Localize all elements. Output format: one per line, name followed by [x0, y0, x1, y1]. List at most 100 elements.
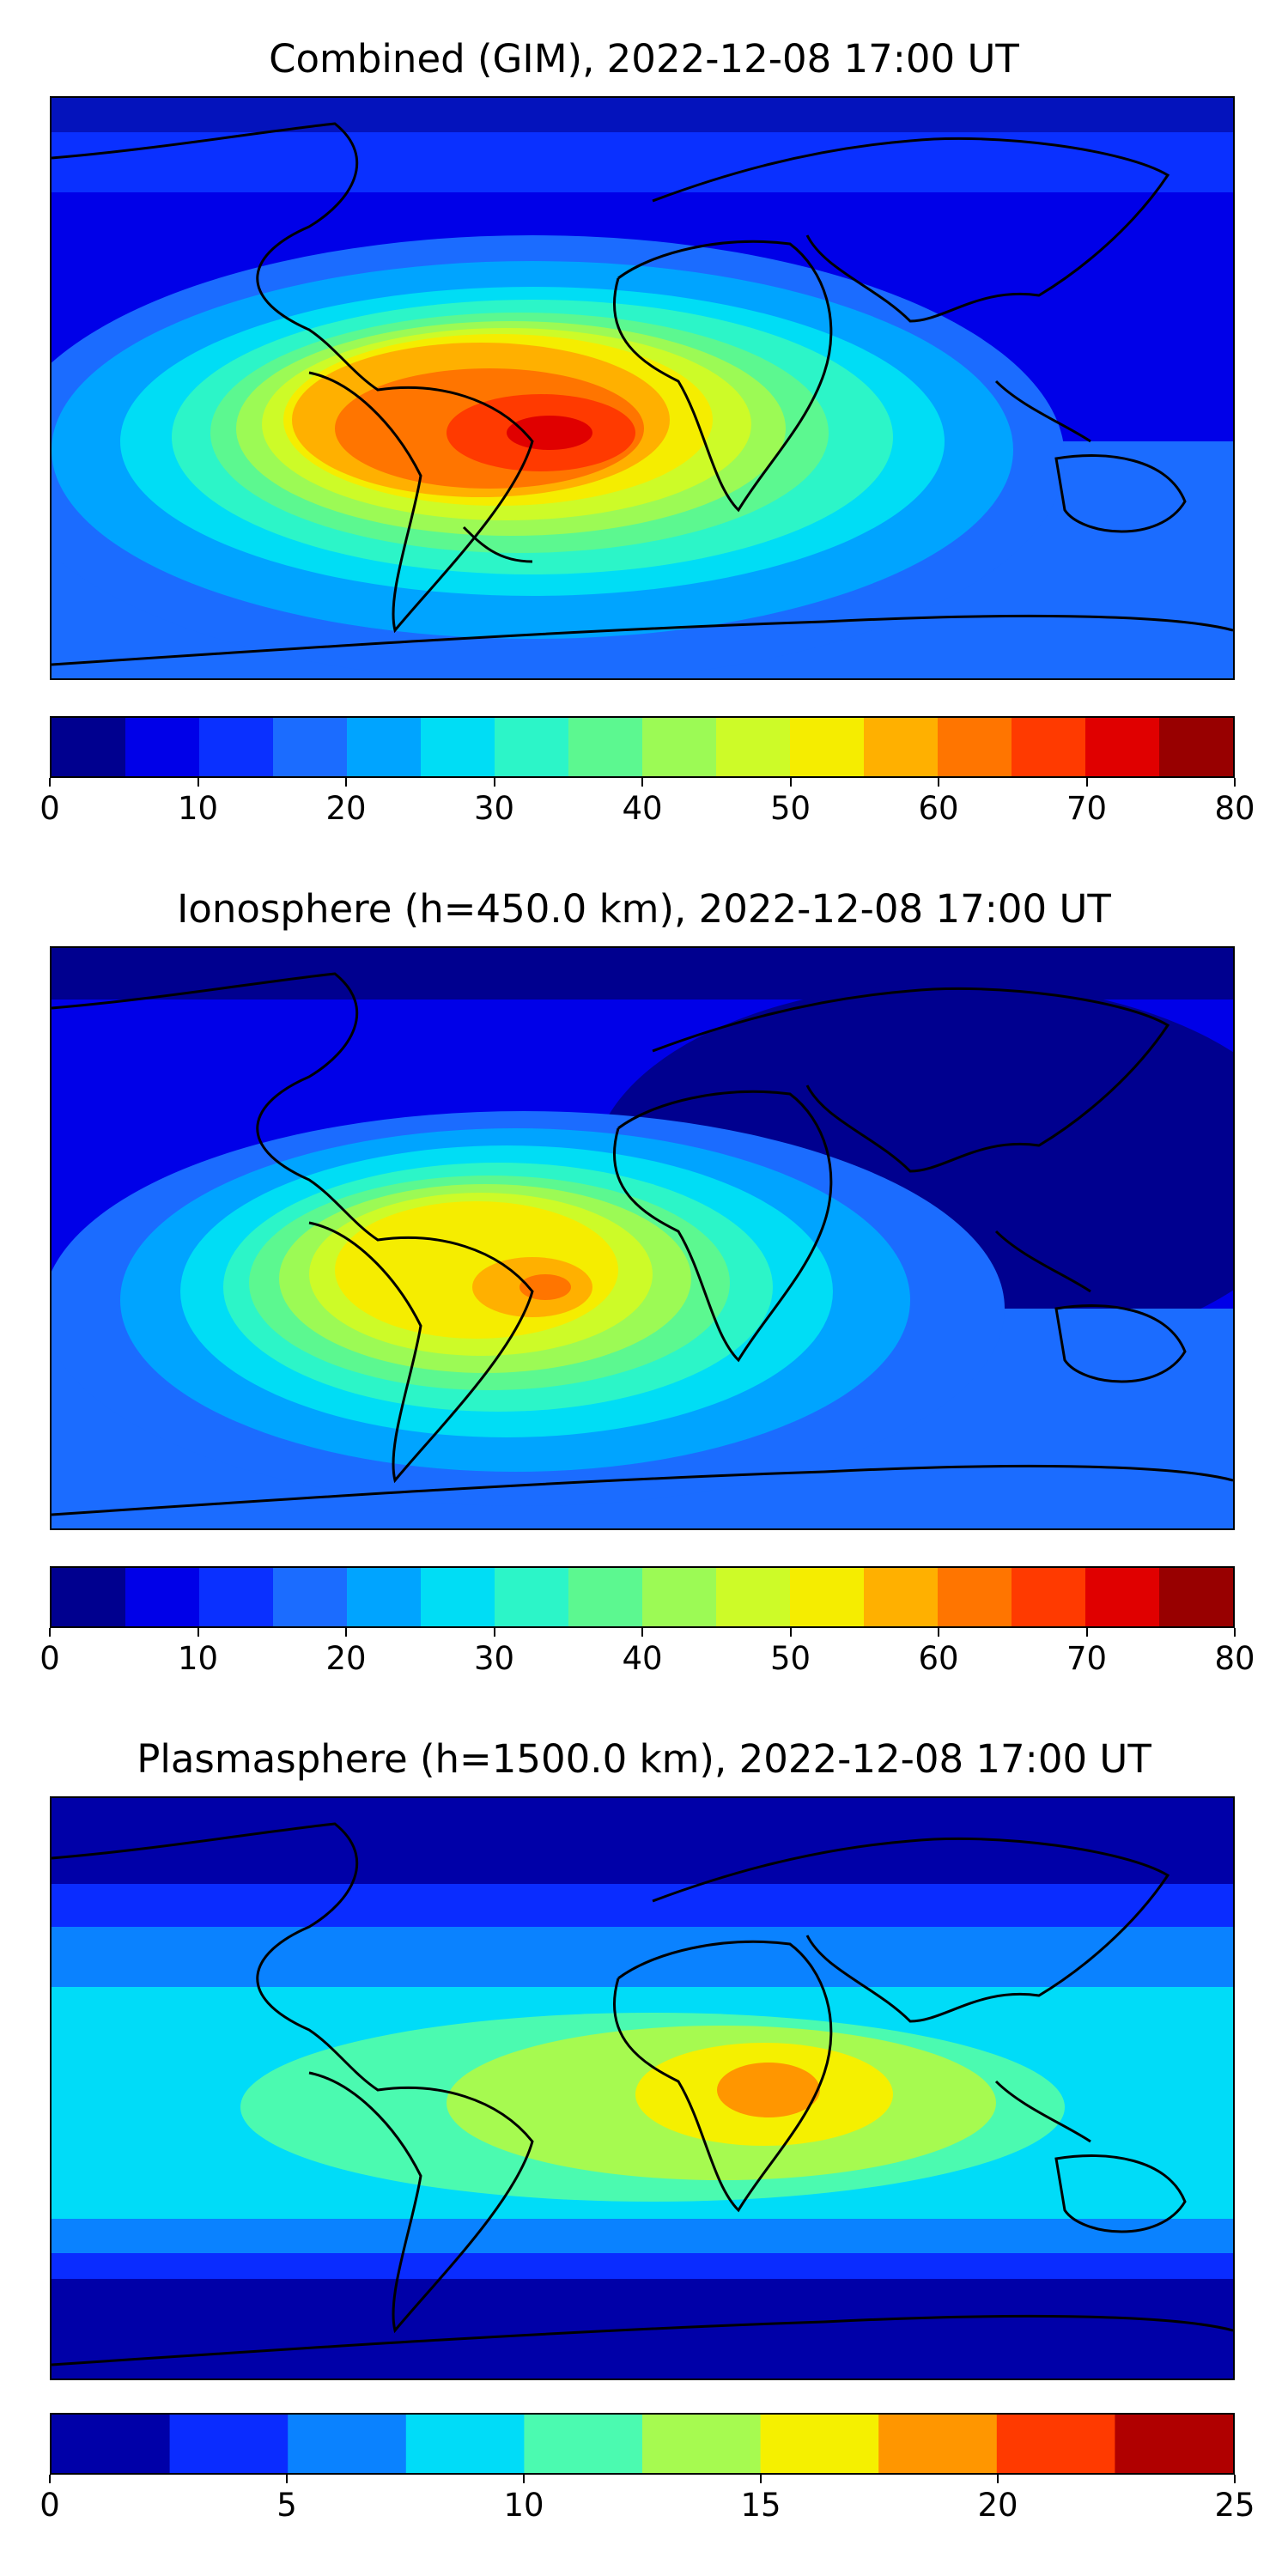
colorbar-segment [1085, 1568, 1160, 1626]
colorbar-segment [716, 718, 791, 776]
colorbar-tick-label: 70 [1066, 790, 1108, 827]
colorbar-tick [641, 1628, 643, 1637]
colorbar-tick [286, 2475, 288, 2483]
colorbar-tick [997, 2475, 999, 2483]
contours-plasmasphere [52, 1884, 1233, 2279]
colorbar-tick-label: 70 [1066, 1640, 1108, 1677]
chart-title: Combined (GIM), 2022-12-08 17:00 UT [269, 36, 1019, 82]
colorbar-tick [197, 1628, 199, 1637]
colorbar-tick [49, 778, 51, 787]
colorbar-segment [1012, 718, 1086, 776]
colorbar-segment [347, 1568, 422, 1626]
colorbar-segment [864, 718, 939, 776]
colorbar-segment [642, 1568, 717, 1626]
colorbar-tick-label: 20 [325, 1640, 367, 1677]
colorbar-tick [641, 778, 643, 787]
colorbar-segment [878, 2415, 998, 2473]
colorbar-segment [642, 2415, 762, 2473]
colorbar-tick [345, 778, 347, 787]
colorbar-segment [1085, 718, 1160, 776]
colorbar-segment [169, 2415, 289, 2473]
colorbar-tick [197, 778, 199, 787]
colorbar-tick-label: 10 [503, 2487, 544, 2524]
chart-title: Plasmasphere (h=1500.0 km), 2022-12-08 1… [137, 1736, 1151, 1782]
colorbar-tick [345, 1628, 347, 1637]
colorbar-tick-label: 0 [39, 1640, 60, 1677]
colorbar-tick-label: 10 [177, 790, 219, 827]
colorbar-ticks-combined: 0 10 20 30 40 50 60 70 80 [39, 778, 1255, 829]
colorbar-tick [493, 778, 495, 787]
colorbar-tick [938, 778, 939, 787]
colorbar-tick [1085, 1628, 1088, 1637]
colorbar-segment [125, 1568, 200, 1626]
colorbar-segment [273, 1568, 348, 1626]
colorbar-tick-label: 80 [1214, 790, 1255, 827]
colorbar-segment [568, 718, 643, 776]
colorbar-segment [52, 1568, 126, 1626]
colorbar-segment [1159, 718, 1233, 776]
colorbar-segment [568, 1568, 643, 1626]
colorbar-segment [1159, 1568, 1233, 1626]
colorbar-segment [288, 2415, 407, 2473]
colorbar-segment [864, 1568, 939, 1626]
colorbar-tick [760, 2475, 762, 2483]
colorbar-tick-label: 10 [177, 1640, 219, 1677]
colorbar-segment [52, 718, 126, 776]
colorbar-combined [50, 716, 1235, 778]
colorbar-segment [996, 2415, 1115, 2473]
colorbar-tick-label: 50 [769, 1640, 811, 1677]
colorbar-segment [716, 1568, 791, 1626]
colorbar-segment [760, 2415, 879, 2473]
colorbar-segment [199, 718, 274, 776]
colorbar-tick-label: 60 [918, 790, 959, 827]
colorbar-tick [789, 778, 792, 787]
colorbar-segment [52, 2415, 171, 2473]
colorbar-tick-label: 0 [39, 2487, 60, 2524]
colorbar-tick [938, 1628, 939, 1637]
colorbar-segment [938, 1568, 1012, 1626]
colorbar-segment [405, 2415, 525, 2473]
colorbar-segment [1012, 1568, 1086, 1626]
colorbar-segment [642, 718, 717, 776]
tec-map-ionosphere [50, 946, 1235, 1530]
colorbar-segment [125, 718, 200, 776]
tec-map-plasmasphere [50, 1796, 1235, 2380]
colorbar-tick [1234, 2475, 1236, 2483]
colorbar-tick-label: 20 [325, 790, 367, 827]
coastlines [52, 122, 1233, 666]
colorbar-segment [1115, 2415, 1233, 2473]
colorbar-tick [789, 1628, 792, 1637]
colorbar-segment [199, 1568, 274, 1626]
colorbar-tick-label: 20 [977, 2487, 1018, 2524]
colorbar-segment [790, 718, 865, 776]
colorbar-tick-label: 40 [622, 790, 663, 827]
colorbar-tick-label: 15 [740, 2487, 781, 2524]
colorbar-segment [790, 1568, 865, 1626]
coastlines [52, 972, 1233, 1516]
colorbar-ticks-plasmasphere: 0 5 10 15 20 25 [39, 2475, 1255, 2526]
colorbar-plasmasphere [50, 2413, 1235, 2475]
colorbar-tick [523, 2475, 525, 2483]
colorbar-tick [49, 2475, 51, 2483]
colorbar-segment [938, 718, 1012, 776]
colorbar-ticks-ionosphere: 0 10 20 30 40 50 60 70 80 [39, 1628, 1255, 1680]
colorbar-tick-label: 30 [473, 790, 515, 827]
colorbar-tick [1234, 1628, 1236, 1637]
colorbar-tick-label: 25 [1214, 2487, 1255, 2524]
coastlines [52, 1822, 1233, 2366]
colorbar-tick [1085, 778, 1088, 787]
colorbar-segment [524, 2415, 643, 2473]
colorbar-tick-label: 5 [276, 2487, 297, 2524]
colorbar-segment [495, 718, 569, 776]
colorbar-tick-label: 40 [622, 1640, 663, 1677]
colorbar-tick [493, 1628, 495, 1637]
colorbar-segment [421, 718, 495, 776]
colorbar-segment [273, 718, 348, 776]
colorbar-tick [1234, 778, 1236, 787]
tec-map-combined [50, 96, 1235, 680]
chart-title: Ionosphere (h=450.0 km), 2022-12-08 17:0… [177, 886, 1111, 932]
colorbar-tick-label: 30 [473, 1640, 515, 1677]
colorbar-segment [421, 1568, 495, 1626]
colorbar-ionosphere [50, 1566, 1235, 1628]
colorbar-tick-label: 60 [918, 1640, 959, 1677]
